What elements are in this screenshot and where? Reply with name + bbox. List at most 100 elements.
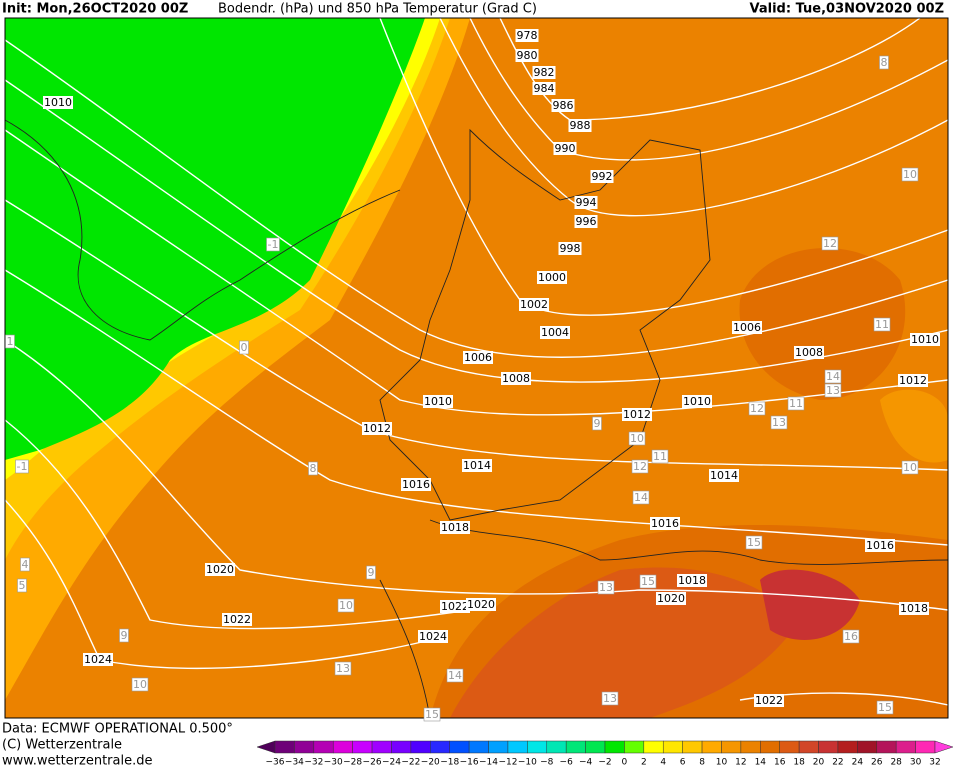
scale-box — [604, 740, 625, 754]
temperature-label: 13 — [772, 416, 786, 429]
isobar-label: 1010 — [424, 395, 452, 408]
label-box — [558, 242, 582, 255]
temperature-label: 9 — [368, 566, 375, 579]
temperature-label: 10 — [133, 678, 147, 691]
label-box — [745, 535, 763, 550]
scale-box — [274, 740, 295, 754]
temperature-field — [760, 569, 860, 640]
label-box — [540, 326, 570, 339]
label-box — [651, 449, 669, 464]
label-box — [821, 236, 839, 251]
isobar-label: 1022 — [223, 613, 251, 626]
scale-label: −16 — [460, 758, 479, 768]
scale-box — [565, 740, 586, 754]
isobar-label: 1018 — [441, 521, 469, 534]
isobar-label: 1022 — [441, 600, 469, 613]
label-box — [901, 460, 919, 475]
label-box — [532, 82, 556, 95]
scale-label: −26 — [363, 758, 382, 768]
map — [4, 17, 949, 719]
temperature-field — [450, 567, 800, 718]
scale-label: −22 — [401, 758, 420, 768]
map-frame — [4, 17, 949, 719]
label-box — [865, 539, 895, 552]
label-box — [551, 99, 575, 112]
scale-label: −4 — [579, 758, 593, 768]
isobar-label: 1006 — [733, 321, 761, 334]
scale-label: 2 — [641, 758, 647, 768]
label-box — [17, 578, 27, 593]
label-box — [650, 517, 680, 530]
scale-label: −28 — [343, 758, 362, 768]
isobar-label: 1000 — [538, 271, 566, 284]
label-box — [842, 629, 860, 644]
label-box — [794, 346, 824, 359]
scale-box — [837, 740, 858, 754]
label-box — [222, 613, 252, 626]
isobar-label: 1016 — [402, 478, 430, 491]
label-box — [622, 408, 652, 421]
label-box — [879, 55, 889, 70]
scale-box — [488, 740, 509, 754]
label-box — [787, 396, 805, 411]
copyright: (C) Wetterzentrale — [2, 738, 122, 753]
scale-label: 12 — [735, 758, 746, 768]
scale-label: −24 — [382, 758, 401, 768]
scale-label: 10 — [716, 758, 728, 768]
scale-arrow — [256, 740, 276, 754]
contour-labels: 9789809829849869889909929949969981000100… — [5, 29, 940, 722]
temperature-field — [880, 389, 948, 463]
temperature-label: 10 — [903, 461, 917, 474]
temperature-label: 1 — [7, 335, 14, 348]
isobar-label: 980 — [517, 49, 538, 62]
scale-box — [294, 740, 315, 754]
scale-label: −32 — [304, 758, 323, 768]
label-box — [519, 298, 549, 311]
scale-box — [682, 740, 703, 754]
temperature-label: 5 — [19, 579, 26, 592]
label-box — [401, 478, 431, 491]
temperature-label: 13 — [826, 384, 840, 397]
label-box — [239, 340, 249, 355]
label-box — [568, 119, 592, 132]
temperature-label: 12 — [633, 460, 647, 473]
isobar-label: 998 — [560, 242, 581, 255]
scale-box — [391, 740, 412, 754]
scale-box — [527, 740, 548, 754]
scale-box — [915, 740, 936, 754]
temperature-label: 13 — [603, 692, 617, 705]
label-box — [266, 237, 280, 252]
scale-label: −14 — [479, 758, 498, 768]
temperature-field — [5, 18, 425, 460]
label-box — [876, 700, 894, 715]
label-box — [910, 333, 940, 346]
scale-box — [585, 740, 606, 754]
isobar-label: 1008 — [502, 372, 530, 385]
label-box — [418, 630, 448, 643]
label-box — [537, 271, 567, 284]
label-box — [824, 369, 842, 384]
scale-box — [332, 740, 353, 754]
valid-text: Valid: Tue,03NOV2020 00Z — [750, 2, 944, 17]
temperature-label: 9 — [594, 417, 601, 430]
label-box — [205, 563, 235, 576]
label-box — [574, 196, 598, 209]
label-box — [682, 395, 712, 408]
label-box — [532, 66, 556, 79]
temperature-label: 0 — [241, 341, 248, 354]
isobars — [5, 18, 948, 706]
scale-label: −6 — [560, 758, 574, 768]
scale-label: −20 — [421, 758, 440, 768]
isobar-label: 988 — [570, 119, 591, 132]
temperature-label: 15 — [641, 575, 655, 588]
label-box — [901, 167, 919, 182]
scale-label: −34 — [285, 758, 304, 768]
isobar-label: 1018 — [900, 602, 928, 615]
label-box — [574, 215, 598, 228]
scale-box — [371, 740, 392, 754]
scale-box — [798, 740, 819, 754]
isobar-label: 1004 — [541, 326, 569, 339]
scale-label: −10 — [518, 758, 537, 768]
isobar-label: 1022 — [755, 694, 783, 707]
